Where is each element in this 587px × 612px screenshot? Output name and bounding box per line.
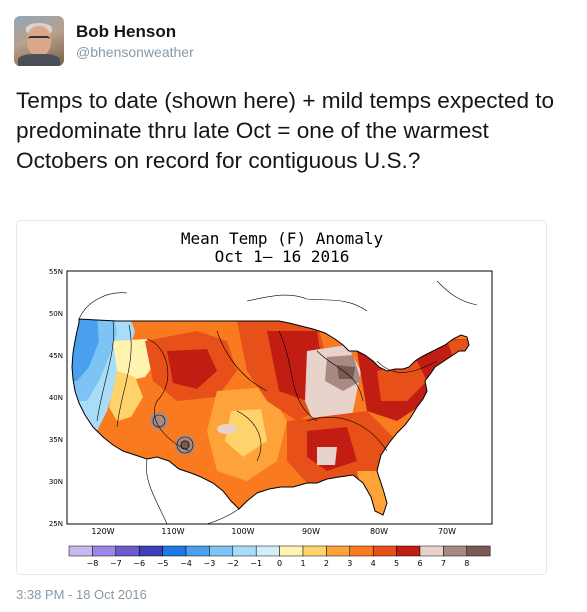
legend-swatch: [209, 545, 234, 557]
lat-label: 50N: [49, 310, 63, 318]
legend-ticks: −8 −7 −6 −5 −4 −3 −2 −1 0 1 2 3 4 5 6 7 8: [87, 559, 470, 568]
lat-label: 35N: [49, 436, 63, 444]
legend-tick-label: 3: [347, 559, 352, 568]
legend-tick-label: 6: [417, 559, 422, 568]
tweet-timestamp[interactable]: 3:38 PM - 18 Oct 2016: [16, 587, 147, 602]
tweet-header: Bob Henson @bhensonweather: [14, 16, 194, 66]
legend-tick-label: 5: [394, 559, 399, 568]
latitude-labels: 55N 50N 45N 40N 35N 30N 25N: [49, 268, 63, 528]
legend-tick-label: −7: [110, 559, 122, 568]
lat-label: 25N: [49, 520, 63, 528]
legend-tick-label: −5: [157, 559, 169, 568]
legend-swatch: [255, 545, 280, 557]
map-title-line2: Oct 1– 16 2016: [215, 247, 350, 266]
legend-swatch: [115, 545, 140, 557]
legend-swatch: [466, 545, 491, 557]
legend-tick-label: −1: [250, 559, 262, 568]
lat-label: 40N: [49, 394, 63, 402]
color-legend: [68, 545, 491, 557]
legend-tick-label: −6: [133, 559, 145, 568]
legend-swatch: [68, 545, 93, 557]
lon-label: 90W: [302, 527, 320, 536]
user-handle[interactable]: @bhensonweather: [76, 44, 194, 60]
legend-swatch: [419, 545, 444, 557]
lon-label: 100W: [231, 527, 254, 536]
lat-label: 30N: [49, 478, 63, 486]
map-title-line1: Mean Temp (F) Anomaly: [181, 229, 384, 248]
legend-tick-label: 8: [464, 559, 469, 568]
legend-tick-label: 2: [324, 559, 329, 568]
contour-lines: [96, 320, 438, 462]
us-outline: [71, 318, 470, 516]
legend-tick-label: −3: [204, 559, 216, 568]
lon-label: 80W: [370, 527, 388, 536]
legend-swatch: [302, 545, 327, 557]
lon-label: 70W: [438, 527, 456, 536]
legend-swatch: [92, 545, 117, 557]
legend-swatch: [372, 545, 397, 557]
display-name[interactable]: Bob Henson: [76, 22, 177, 41]
legend-tick-label: 0: [277, 559, 282, 568]
legend-tick-label: 1: [300, 559, 305, 568]
borders: [78, 280, 478, 525]
longitude-labels: 120W 110W 100W 90W 80W 70W: [91, 527, 456, 536]
legend-swatch: [326, 545, 351, 557]
lat-label: 45N: [49, 352, 63, 360]
temperature-anomaly-map: Mean Temp (F) Anomaly Oct 1– 16 2016: [49, 229, 493, 568]
tweet-image[interactable]: Mean Temp (F) Anomaly Oct 1– 16 2016: [16, 220, 547, 575]
legend-swatch: [232, 545, 257, 557]
legend-swatch: [185, 545, 210, 557]
legend-swatch: [396, 545, 421, 557]
lon-label: 110W: [161, 527, 184, 536]
legend-tick-label: −2: [227, 559, 239, 568]
legend-tick-label: −4: [180, 559, 192, 568]
tweet-text: Temps to date (shown here) + mild temps …: [16, 88, 555, 173]
legend-swatch: [162, 545, 187, 557]
legend-tick-label: −8: [87, 559, 99, 568]
legend-tick-label: 7: [441, 559, 446, 568]
lon-label: 120W: [91, 527, 114, 536]
legend-swatch: [443, 545, 468, 557]
lat-label: 55N: [49, 268, 63, 276]
author-names: Bob Henson @bhensonweather: [76, 22, 194, 60]
legend-swatch: [138, 545, 163, 557]
legend-swatch: [349, 545, 374, 557]
legend-swatch: [279, 545, 304, 557]
legend-tick-label: 4: [371, 559, 376, 568]
avatar[interactable]: [14, 16, 64, 66]
